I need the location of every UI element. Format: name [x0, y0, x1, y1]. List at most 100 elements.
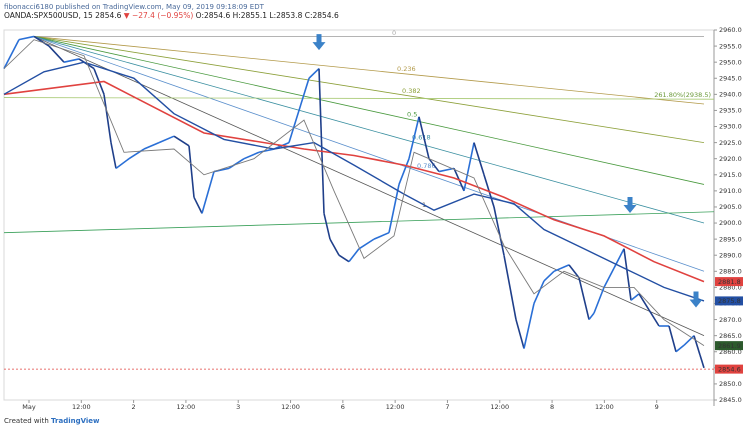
price-segment: [418, 116, 430, 159]
fib-fan-line: [33, 36, 705, 105]
price-segment: [258, 148, 275, 154]
price-segment: [675, 344, 685, 353]
y-tick-label: 2850.0: [719, 380, 742, 388]
fib-fan-label: 0.236: [397, 65, 416, 73]
y-tick-label: 2940.0: [719, 91, 742, 99]
fib-extension-label: 261.80%(2938.5): [654, 91, 711, 99]
fib-extension-line: [3, 97, 715, 100]
moving-average-line: [3, 80, 705, 283]
price-segment: [18, 35, 35, 41]
price-segment: [288, 110, 300, 143]
fib-fan-label: 0.618: [412, 133, 431, 141]
price-segment: [348, 248, 360, 263]
y-tick-label: 2925.0: [719, 139, 742, 147]
price-segment: [329, 238, 340, 256]
price-label-text: 2861.9: [718, 342, 741, 350]
fib-fan-line: [33, 36, 705, 144]
down-arrow-icon: [689, 291, 703, 308]
price-segment: [173, 135, 190, 147]
price-segment: [115, 158, 130, 169]
price-segment: [110, 142, 117, 169]
fib-fan-label: 0.382: [402, 87, 421, 95]
y-tick-label: 2930.0: [719, 123, 742, 131]
price-segment: [593, 287, 605, 314]
y-tick-label: 2955.0: [719, 42, 742, 50]
y-tick-label: 2935.0: [719, 107, 742, 115]
price-segment: [683, 335, 695, 346]
price-segment: [473, 142, 485, 176]
price-segment: [128, 148, 145, 160]
y-tick-label: 2900.0: [719, 219, 742, 227]
symbol-line: OANDA:SPX500USD, 15 2854.6 ▼ −27.4 (−0.9…: [4, 11, 339, 20]
x-tick-label: May: [22, 403, 36, 411]
publish-info: fibonacci6180 published on TradingView.c…: [4, 3, 264, 11]
price-segment: [613, 248, 625, 269]
price-segment: [193, 196, 203, 214]
price-segment: [408, 116, 420, 159]
y-tick-label: 2945.0: [719, 74, 742, 82]
y-tick-label: 2950.0: [719, 58, 742, 66]
price-segment: [503, 255, 517, 320]
fib-fan-line: [33, 36, 705, 224]
price-segment: [428, 158, 440, 173]
fib-base-line: [3, 211, 715, 234]
price-segment: [630, 293, 640, 301]
y-tick-label: 2865.0: [719, 332, 742, 340]
fib-fan-line: [33, 36, 705, 337]
x-tick-label: 7: [445, 403, 449, 411]
x-tick-label: 6: [341, 403, 345, 411]
price-label-box: [715, 296, 743, 306]
price-segment: [515, 319, 525, 349]
y-tick-label: 2910.0: [719, 187, 742, 195]
price-segment: [298, 78, 310, 111]
y-tick-label: 2870.0: [719, 316, 742, 324]
price-segment: [603, 267, 615, 288]
price-segment: [623, 248, 632, 301]
x-tick-label: 2: [132, 403, 136, 411]
ohlc-values: O:2854.6 H:2855.1 L:2853.8 C:2854.6: [195, 11, 339, 20]
price-segment: [699, 354, 705, 369]
price-segment: [338, 254, 350, 263]
price-segment: [523, 303, 535, 349]
y-tick-label: 2960.0: [719, 26, 742, 34]
price-segment: [373, 231, 390, 240]
price-segment: [103, 94, 112, 143]
price-segment: [693, 335, 701, 356]
fib-fan-label: 0.786: [417, 162, 436, 170]
price-segment: [33, 35, 50, 47]
price-segment: [78, 58, 95, 70]
y-tick-label: 2920.0: [719, 155, 742, 163]
price-segment: [308, 68, 320, 79]
price-segment: [588, 312, 595, 321]
price-segment: [543, 270, 555, 282]
price-segment: [493, 206, 505, 256]
price-segment: [398, 158, 410, 185]
price-label-box: [715, 364, 743, 374]
price-segment: [3, 39, 20, 69]
price-label-box: [715, 341, 743, 351]
price-change: ▼ −27.4 (−0.95%): [123, 11, 194, 20]
x-tick-label: 12:00: [386, 403, 405, 411]
created-with-label: Created with: [4, 417, 49, 425]
y-tick-label: 2905.0: [719, 203, 742, 211]
fib-fan-label: 0.5: [407, 111, 417, 119]
price-segment: [578, 277, 590, 320]
price-segment: [158, 135, 175, 144]
moving-average-line: [3, 39, 705, 346]
tradingview-logo: TradingView: [51, 417, 100, 425]
down-arrow-icon: [312, 34, 326, 51]
x-tick-label: 12:00: [595, 403, 614, 411]
y-tick-label: 2845.0: [719, 396, 742, 404]
price-segment: [228, 158, 245, 170]
price-segment: [323, 213, 331, 240]
price-segment: [388, 184, 400, 233]
y-tick-label: 2860.0: [719, 348, 742, 356]
x-tick-label: 8: [550, 403, 554, 411]
x-tick-label: 12:00: [281, 403, 300, 411]
y-tick-label: 2880.0: [719, 284, 742, 292]
x-tick-label: 3: [236, 403, 240, 411]
down-arrow-icon: [623, 197, 637, 214]
symbol-name: OANDA:SPX500USD, 15: [4, 11, 93, 20]
price-segment: [318, 68, 325, 214]
